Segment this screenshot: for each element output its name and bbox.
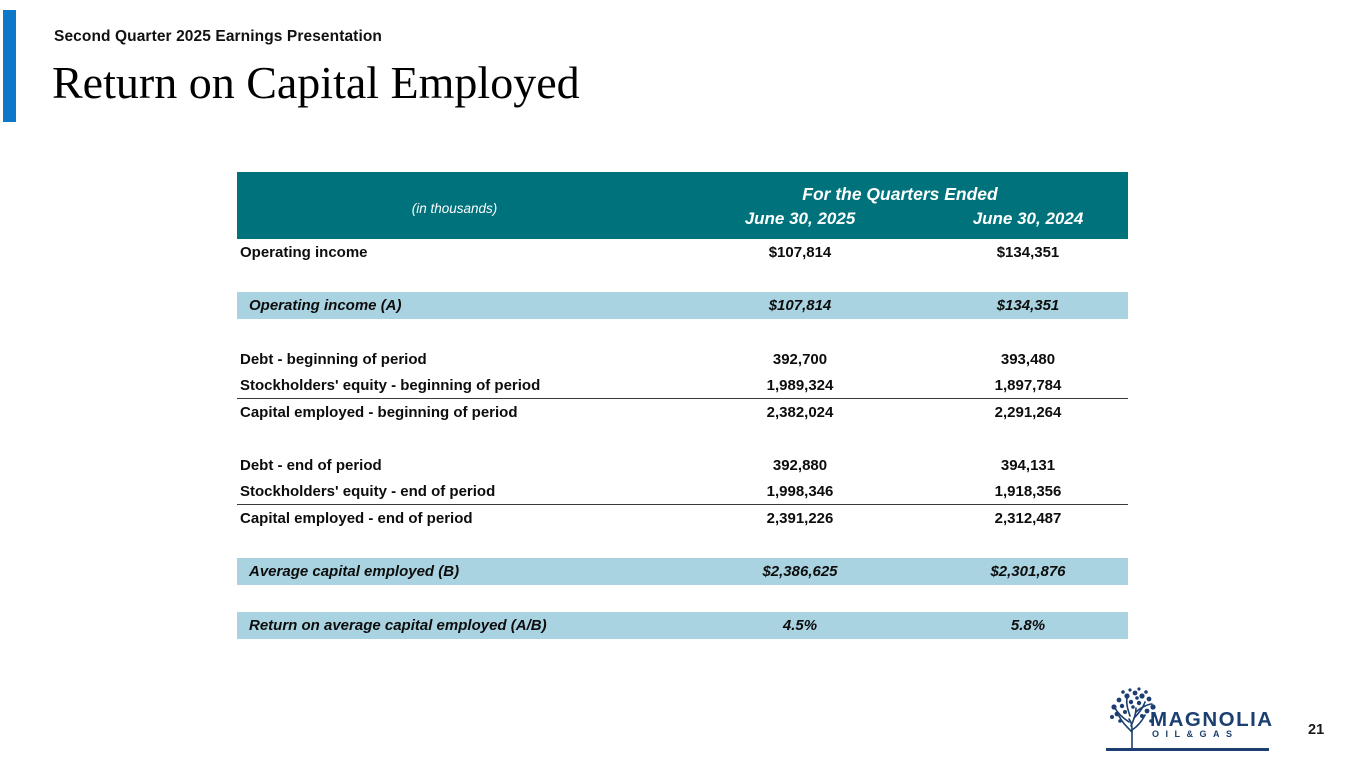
row-value-2024: 5.8% [1010,617,1046,634]
unit-label: (in thousands) [411,201,498,216]
magnolia-logo: MAGNOLIA OIL&GAS [1106,686,1272,752]
row-label: Return on average capital employed (A/B) [249,617,547,634]
row-label: Capital employed - beginning of period [240,403,518,421]
row-value-2025: 4.5% [782,617,818,634]
row-label: Average capital employed (B) [249,563,460,580]
row-label: Debt - end of period [240,456,382,474]
row-value-2025: 1,989,324 [766,376,834,394]
row-spacer [237,585,1128,612]
row-value-2025: 1,998,346 [766,482,834,500]
row-value-2024: 2,291,264 [994,403,1062,421]
table-row: Debt - beginning of period 392,700 393,4… [237,346,1128,372]
row-spacer [237,425,1128,452]
roce-table: (in thousands) For the Quarters Ended Ju… [237,172,1128,639]
table-header: (in thousands) For the Quarters Ended Ju… [237,172,1128,239]
row-value-2024: $2,301,876 [990,563,1066,580]
row-label: Stockholders' equity - end of period [240,482,496,500]
row-value-2025: 392,700 [772,350,828,368]
page-number: 21 [1308,722,1325,738]
table-row: Operating income $107,814 $134,351 [237,239,1128,265]
row-spacer [237,265,1128,292]
row-value-2024: 394,131 [1000,456,1056,474]
magnolia-tree-icon [1110,687,1156,750]
table-row: Average capital employed (B) $2,386,625 … [237,558,1128,585]
row-value-2025: $107,814 [768,297,832,314]
row-value-2024: 393,480 [1000,350,1056,368]
row-value-2025: $2,386,625 [762,563,838,580]
row-label: Stockholders' equity - beginning of peri… [240,376,541,394]
column-header-2024: June 30, 2024 [972,208,1084,228]
column-header-2025: June 30, 2025 [744,208,856,228]
row-label: Operating income [240,243,368,261]
logo-subline: OIL&GAS [1152,729,1239,739]
row-value-2024: $134,351 [996,243,1060,261]
row-value-2025: $107,814 [768,243,832,261]
row-label: Capital employed - end of period [240,509,473,527]
table-row: Debt - end of period 392,880 394,131 [237,452,1128,478]
table-row: Return on average capital employed (A/B)… [237,612,1128,639]
accent-bar [3,10,16,122]
table-row: Stockholders' equity - beginning of peri… [237,372,1128,399]
row-value-2025: 2,382,024 [766,403,834,421]
header-group-label: For the Quarters Ended [802,183,998,204]
logo-wordmark: MAGNOLIA [1150,708,1274,731]
row-value-2024: $134,351 [996,297,1060,314]
slide-eyebrow: Second Quarter 2025 Earnings Presentatio… [54,28,382,45]
column-headers: June 30, 2025 June 30, 2024 [672,209,1128,231]
row-label: Debt - beginning of period [240,350,427,368]
table-row: Stockholders' equity - end of period 1,9… [237,478,1128,505]
logo-baseline-rule [1106,748,1269,751]
row-value-2024: 1,918,356 [994,482,1062,500]
row-spacer [237,531,1128,558]
row-spacer [237,319,1128,346]
row-value-2025: 2,391,226 [766,509,834,527]
row-value-2025: 392,880 [772,456,828,474]
table-row: Capital employed - beginning of period 2… [237,399,1128,425]
row-value-2024: 2,312,487 [994,509,1062,527]
table-row: Operating income (A) $107,814 $134,351 [237,292,1128,319]
table-row: Capital employed - end of period 2,391,2… [237,505,1128,531]
page-title: Return on Capital Employed [52,57,580,108]
row-label: Operating income (A) [249,297,402,314]
table-header-right: For the Quarters Ended June 30, 2025 Jun… [672,172,1128,239]
table-body: Operating income $107,814 $134,351 Opera… [237,239,1128,639]
row-value-2024: 1,897,784 [994,376,1062,394]
